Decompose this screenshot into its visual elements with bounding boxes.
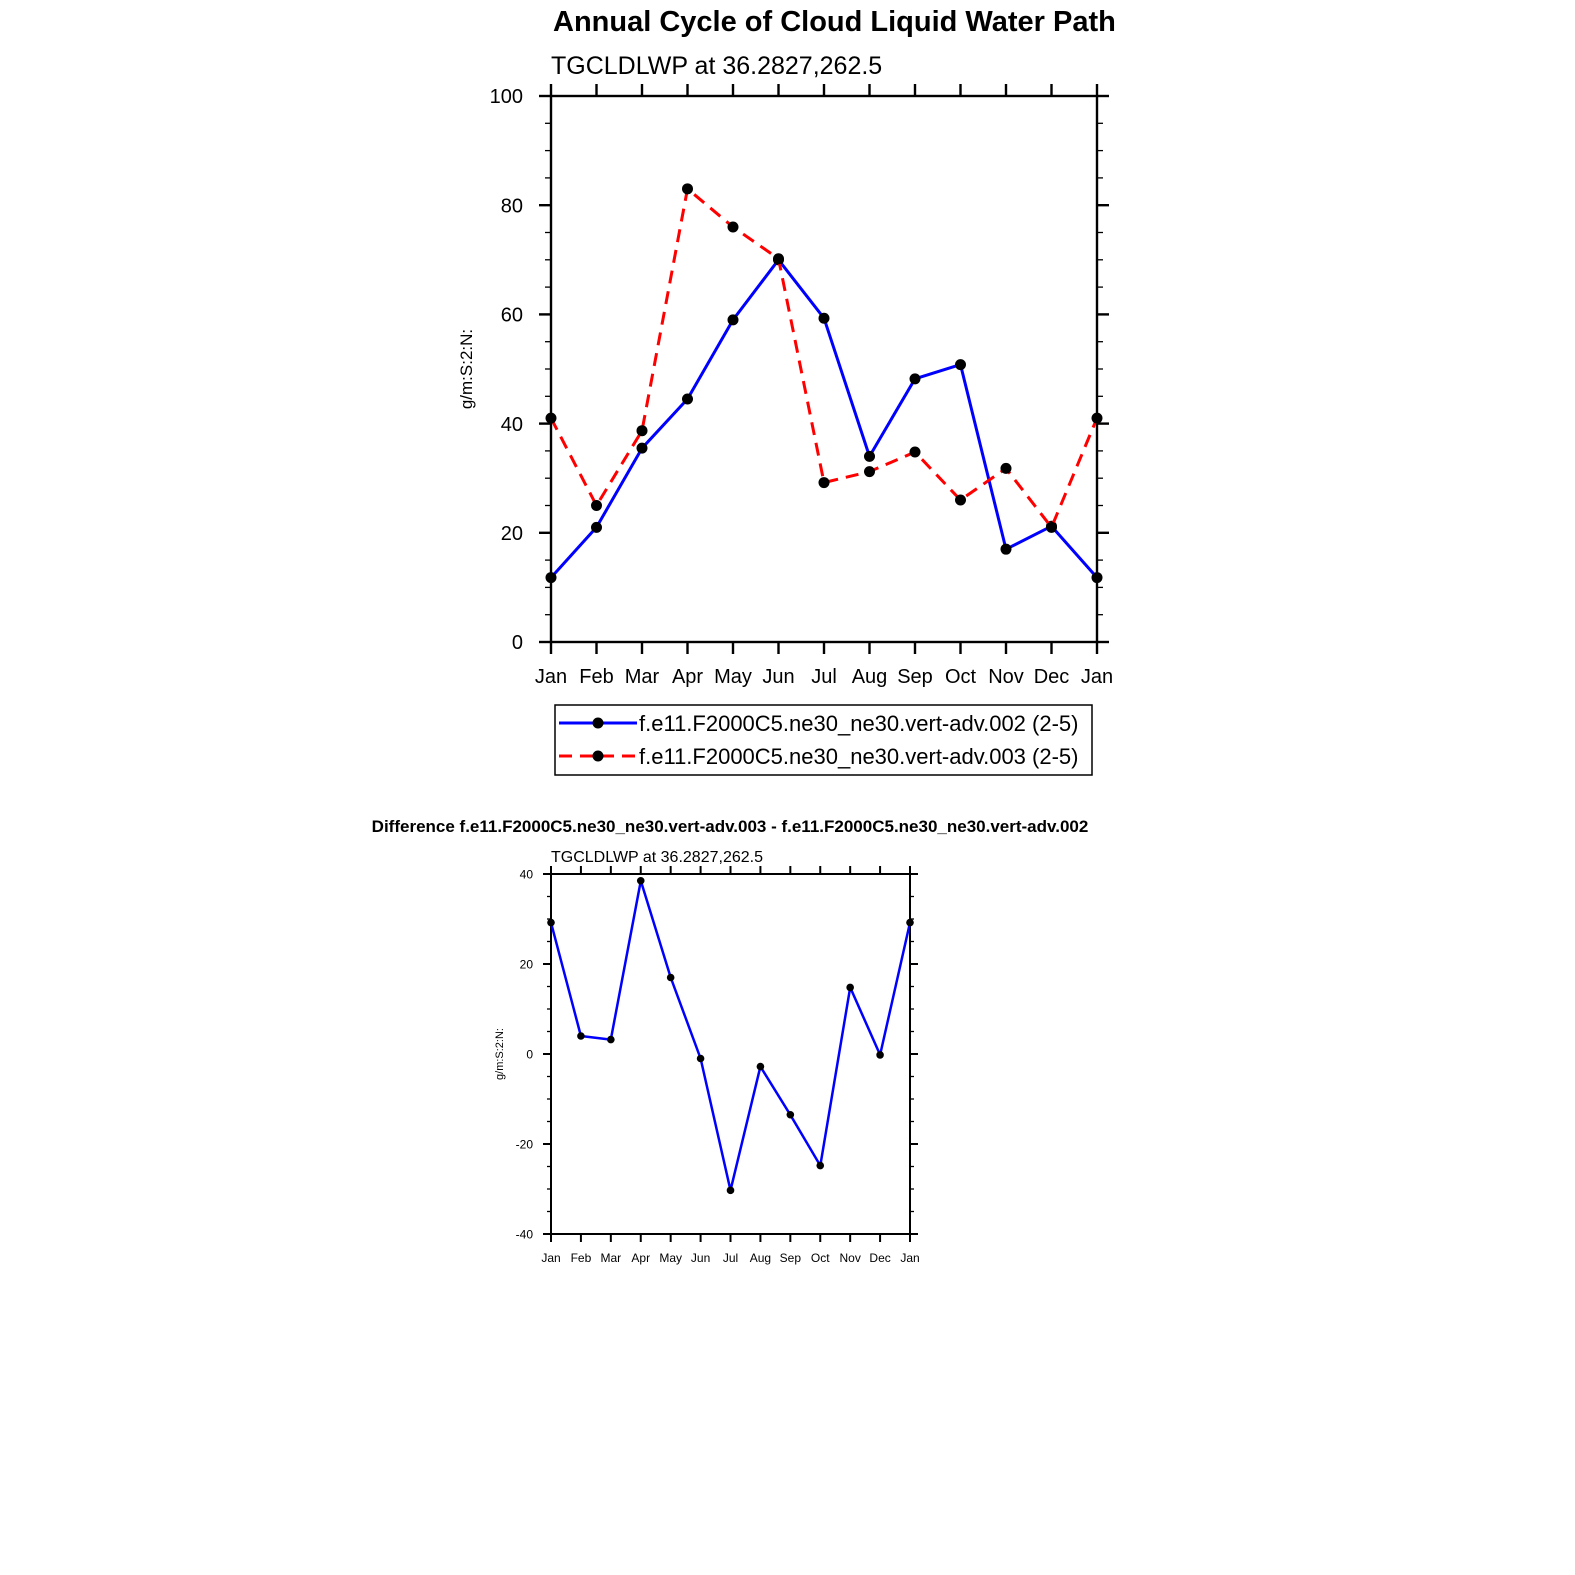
diff-x-tick-label: Jan bbox=[541, 1251, 560, 1265]
diff-x-tick-label: Aug bbox=[750, 1251, 771, 1265]
main-series-2-point bbox=[955, 494, 966, 506]
main-series-1-point bbox=[909, 373, 921, 385]
main-x-tick-label: Nov bbox=[988, 666, 1024, 688]
diff-x-tick-label: Sep bbox=[780, 1251, 802, 1265]
legend-marker-2 bbox=[592, 750, 604, 762]
main-y-tick-label: 100 bbox=[490, 86, 523, 108]
diff-series-line-1 bbox=[549, 879, 912, 1192]
main-x-tick-label: Apr bbox=[672, 666, 703, 688]
main-series-1-point bbox=[818, 312, 830, 324]
main-x-tick-label: Jan bbox=[1081, 666, 1113, 688]
diff-series-1-point bbox=[726, 1186, 735, 1195]
main-x-tick-label: Jan bbox=[535, 666, 567, 688]
main-series-2-point bbox=[682, 183, 693, 195]
main-series-1-point bbox=[864, 450, 875, 462]
main-series-2-point bbox=[909, 446, 921, 458]
main-series-2-point bbox=[818, 477, 830, 489]
main-y-tick-label: 40 bbox=[501, 414, 523, 436]
diff-y-tick-label: -20 bbox=[516, 1137, 534, 1151]
diff-x-tick-label: Oct bbox=[811, 1251, 830, 1265]
diff-series-1-point bbox=[666, 973, 675, 982]
main-series-1-point bbox=[727, 314, 739, 326]
main-y-tick-label: 60 bbox=[501, 305, 523, 327]
main-x-tick-label: Jun bbox=[762, 666, 794, 688]
diff-y-axis-label: g/m:S:2:N: bbox=[494, 1028, 506, 1080]
diff-x-tick-label: Jan bbox=[900, 1251, 919, 1265]
main-series-2-point bbox=[636, 425, 648, 437]
legend-box bbox=[554, 704, 1093, 776]
legend-marker-1 bbox=[592, 717, 604, 729]
diff-y-tick-label: -40 bbox=[516, 1227, 534, 1241]
diff-series-1-point bbox=[577, 1032, 585, 1040]
diff-x-tick-label: May bbox=[659, 1251, 682, 1265]
main-y-axis-label: g/m:S:2:N: bbox=[457, 329, 476, 409]
main-x-tick-label: Dec bbox=[1034, 666, 1070, 688]
main-series-2-point bbox=[545, 412, 557, 424]
diff-series-1-point bbox=[636, 876, 645, 885]
diff-x-tick-label: Dec bbox=[869, 1251, 890, 1265]
difference-chart-title: Difference f.e11.F2000C5.ne30_ne30.vert-… bbox=[371, 817, 1089, 836]
main-series-2-point bbox=[773, 253, 784, 265]
main-series-line-2 bbox=[549, 187, 1099, 529]
diff-series-1-point bbox=[756, 1062, 765, 1071]
main-series-2-point bbox=[1046, 521, 1057, 533]
diff-x-tick-label: Jun bbox=[691, 1251, 710, 1265]
diff-series-1-point bbox=[607, 1035, 615, 1044]
diff-series-1-point bbox=[547, 918, 555, 927]
diff-x-tick-label: Nov bbox=[839, 1251, 860, 1265]
diff-series-1-point bbox=[696, 1054, 705, 1063]
diff-series-1-point bbox=[786, 1110, 795, 1119]
diff-series-1-point bbox=[876, 1051, 884, 1059]
main-series-1-point bbox=[636, 442, 648, 454]
main-series-1-point bbox=[682, 393, 693, 405]
main-x-tick-label: Mar bbox=[625, 666, 660, 688]
main-y-tick-label: 20 bbox=[501, 523, 523, 545]
main-series-1-point bbox=[1000, 543, 1012, 555]
main-series-1-point bbox=[591, 521, 602, 533]
main-x-tick-label: Jul bbox=[811, 666, 837, 688]
main-series-1-point bbox=[545, 572, 557, 584]
main-series-1-point bbox=[955, 359, 966, 371]
main-x-tick-label: Sep bbox=[897, 666, 933, 688]
main-y-tick-label: 0 bbox=[512, 632, 523, 654]
main-series-2-point bbox=[864, 466, 875, 478]
diff-y-tick-label: 20 bbox=[520, 957, 534, 971]
diff-series-1-point bbox=[816, 1161, 825, 1170]
main-series-1-point bbox=[1091, 572, 1103, 584]
main-series-2-point bbox=[1091, 412, 1103, 424]
diff-x-tick-label: Jul bbox=[723, 1251, 738, 1265]
main-x-tick-label: May bbox=[714, 666, 752, 688]
main-plot-frame bbox=[549, 94, 1099, 644]
diff-series-1-point bbox=[906, 918, 914, 927]
diff-series-1-point bbox=[846, 983, 854, 992]
legend-label-1: f.e11.F2000C5.ne30_ne30.vert-adv.002 (2-… bbox=[639, 711, 1078, 736]
main-chart-title: Annual Cycle of Cloud Liquid Water Path bbox=[553, 6, 1116, 38]
diff-y-tick-label: 0 bbox=[526, 1047, 533, 1061]
diff-x-tick-label: Feb bbox=[571, 1251, 592, 1265]
legend-label-2: f.e11.F2000C5.ne30_ne30.vert-adv.003 (2-… bbox=[639, 744, 1078, 769]
main-series-2-point bbox=[591, 500, 602, 511]
main-series-line-1 bbox=[549, 258, 1099, 579]
main-x-tick-label: Feb bbox=[579, 666, 613, 688]
main-x-tick-label: Aug bbox=[852, 666, 888, 688]
diff-x-tick-label: Mar bbox=[600, 1251, 621, 1265]
main-series-2-point bbox=[1000, 462, 1012, 474]
diff-plot-frame bbox=[550, 873, 911, 1235]
diff-x-tick-label: Apr bbox=[631, 1251, 650, 1265]
main-x-tick-label: Oct bbox=[945, 666, 977, 688]
diff-y-tick-label: 40 bbox=[520, 867, 534, 881]
diff-subtitle: TGCLDLWP at 36.2827,262.5 bbox=[551, 849, 763, 866]
main-series-2-point bbox=[727, 221, 739, 233]
main-subtitle: TGCLDLWP at 36.2827,262.5 bbox=[551, 52, 882, 80]
main-y-tick-label: 80 bbox=[501, 195, 523, 217]
